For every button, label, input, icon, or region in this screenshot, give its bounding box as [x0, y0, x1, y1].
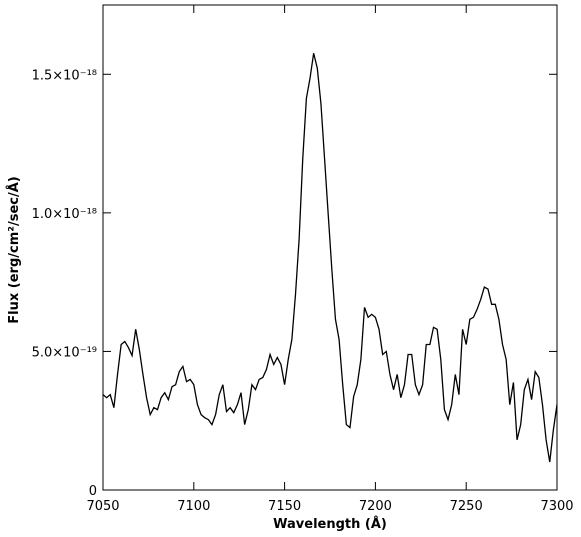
x-tick-label: 7100: [177, 499, 210, 514]
x-tick-label: 7150: [268, 499, 301, 514]
y-tick-label: 5.0×10⁻¹⁹: [32, 345, 97, 360]
x-tick-label: 7300: [540, 499, 573, 514]
x-tick-label: 7200: [359, 499, 392, 514]
plot-frame: [102, 4, 558, 491]
y-tick-label: 1.0×10⁻¹⁸: [32, 207, 97, 222]
x-axis-label: Wavelength (Å): [273, 516, 387, 532]
y-axis-label: Flux (erg/cm²/sec/Å): [6, 176, 22, 323]
y-tick-label: 1.5×10⁻¹⁸: [32, 68, 97, 83]
x-tick-label: 7250: [450, 499, 483, 514]
spectrum-line: [102, 53, 558, 463]
y-tick-label: 0: [89, 484, 97, 499]
x-tick-label: 7050: [86, 499, 119, 514]
